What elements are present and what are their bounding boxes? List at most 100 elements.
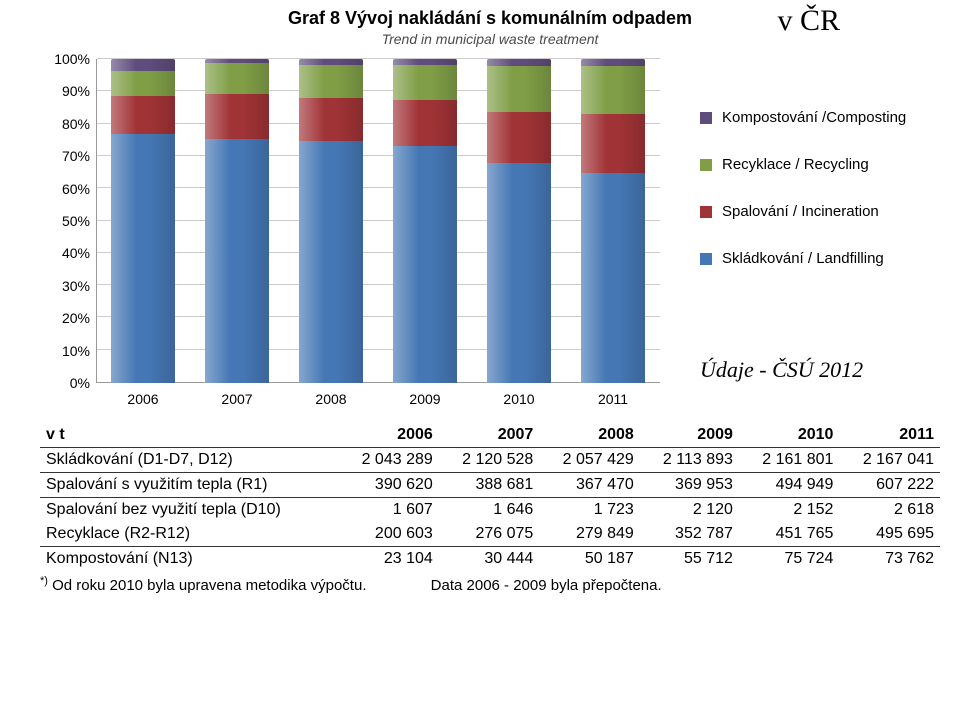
bar-segment-incineration: [393, 100, 457, 147]
legend-swatch-composting: [700, 112, 712, 124]
footnote-left: Od roku 2010 byla upravena metodika výpo…: [52, 577, 366, 594]
table-row-label: Skládkování (D1-D7, D12): [40, 448, 338, 473]
table-cell: 1 723: [539, 498, 640, 523]
table-cell: 2 152: [739, 498, 840, 523]
table-cell: 2 120: [640, 498, 739, 523]
bar-segment-incineration: [205, 94, 269, 139]
bar-segment-landfilling: [205, 139, 269, 383]
table-row-label: Spalování s využitím tepla (R1): [40, 473, 338, 498]
legend-label-recycling: Recyklace / Recycling: [722, 156, 869, 173]
footnote: *) Od roku 2010 byla upravena metodika v…: [40, 575, 940, 594]
table-cell: 2 120 528: [439, 448, 540, 473]
y-tick: 50%: [40, 213, 90, 229]
footnote-right: Data 2006 - 2009 byla přepočtena.: [431, 577, 662, 594]
title-right-suffix: v ČR: [777, 4, 840, 38]
bar-segment-composting: [487, 59, 551, 66]
table-cell: 75 724: [739, 547, 840, 572]
table-cell: 2 043 289: [338, 448, 439, 473]
x-tick: 2007: [221, 391, 252, 407]
x-tick: 2009: [409, 391, 440, 407]
bar-segment-incineration: [299, 98, 363, 141]
bar-segment-landfilling: [111, 134, 175, 383]
bar-segment-recycling: [111, 71, 175, 96]
table-cell: 2 113 893: [640, 448, 739, 473]
bar-segment-composting: [581, 59, 645, 66]
table-col-header: 2007: [439, 423, 540, 448]
y-tick: 90%: [40, 83, 90, 99]
table-cell: 2 618: [839, 498, 940, 523]
footnote-mark: *): [40, 575, 48, 587]
table-cell: 200 603: [338, 522, 439, 547]
table-cell: 1 646: [439, 498, 540, 523]
y-tick: 30%: [40, 278, 90, 294]
table-row: Spalování bez využití tepla (D10)1 6071 …: [40, 498, 940, 523]
table-row-label: Recyklace (R2-R12): [40, 522, 338, 547]
y-tick: 100%: [40, 51, 90, 67]
bar-segment-incineration: [487, 112, 551, 163]
table-cell: 2 167 041: [839, 448, 940, 473]
bar-segment-recycling: [205, 63, 269, 95]
legend-label-landfilling: Skládkování / Landfilling: [722, 250, 884, 267]
table-corner: v t: [40, 423, 338, 448]
table-cell: 451 765: [739, 522, 840, 547]
y-tick: 80%: [40, 116, 90, 132]
y-tick: 10%: [40, 343, 90, 359]
table-col-header: 2006: [338, 423, 439, 448]
x-tick: 2008: [315, 391, 346, 407]
chart-plot-area: 0%10%20%30%40%50%60%70%80%90%100% 200620…: [40, 51, 660, 411]
table-cell: 2 161 801: [739, 448, 840, 473]
x-tick: 2006: [127, 391, 158, 407]
legend-swatch-recycling: [700, 159, 712, 171]
table-cell: 495 695: [839, 522, 940, 547]
table-row: Spalování s využitím tepla (R1)390 62038…: [40, 473, 940, 498]
table-cell: 390 620: [338, 473, 439, 498]
legend-label-composting: Kompostování /Composting: [722, 109, 906, 126]
bar-2008: [299, 59, 363, 383]
table-cell: 55 712: [640, 547, 739, 572]
y-tick: 70%: [40, 148, 90, 164]
table-cell: 494 949: [739, 473, 840, 498]
y-tick: 40%: [40, 245, 90, 261]
x-tick: 2011: [598, 391, 628, 407]
bar-segment-incineration: [111, 96, 175, 134]
chart-legend: Kompostování /Composting Recyklace / Recy…: [660, 51, 940, 411]
legend-item-recycling: Recyklace / Recycling: [700, 156, 940, 173]
bar-segment-recycling: [581, 66, 645, 114]
legend-item-incineration: Spalování / Incineration: [700, 203, 940, 220]
bar-segment-landfilling: [393, 146, 457, 383]
table-row: Kompostování (N13)23 10430 44450 18755 7…: [40, 547, 940, 572]
data-table: v t 200620072008200920102011 Skládkování…: [40, 423, 940, 571]
bar-2007: [205, 59, 269, 383]
chart-source: Údaje - ČSÚ 2012: [700, 357, 940, 383]
bar-2010: [487, 59, 551, 383]
table-cell: 607 222: [839, 473, 940, 498]
bar-segment-recycling: [299, 65, 363, 98]
legend-item-landfilling: Skládkování / Landfilling: [700, 250, 940, 267]
legend-label-incineration: Spalování / Incineration: [722, 203, 879, 220]
table-col-header: 2009: [640, 423, 739, 448]
table-cell: 73 762: [839, 547, 940, 572]
bar-segment-recycling: [393, 65, 457, 99]
table-cell: 50 187: [539, 547, 640, 572]
table-cell: 30 444: [439, 547, 540, 572]
table-row-label: Kompostování (N13): [40, 547, 338, 572]
table-cell: 276 075: [439, 522, 540, 547]
legend-item-composting: Kompostování /Composting: [700, 109, 940, 126]
y-tick: 60%: [40, 181, 90, 197]
table-col-header: 2011: [839, 423, 940, 448]
y-tick: 0%: [40, 375, 90, 391]
bar-segment-landfilling: [487, 163, 551, 383]
table-cell: 352 787: [640, 522, 739, 547]
bar-segment-composting: [111, 59, 175, 71]
bar-2011: [581, 59, 645, 383]
x-tick: 2010: [503, 391, 534, 407]
table-cell: 2 057 429: [539, 448, 640, 473]
legend-swatch-landfilling: [700, 253, 712, 265]
table-row: Skládkování (D1-D7, D12)2 043 2892 120 5…: [40, 448, 940, 473]
bar-segment-landfilling: [581, 173, 645, 383]
bar-segment-landfilling: [299, 141, 363, 383]
table-cell: 388 681: [439, 473, 540, 498]
legend-swatch-incineration: [700, 206, 712, 218]
table-cell: 1 607: [338, 498, 439, 523]
table-cell: 367 470: [539, 473, 640, 498]
